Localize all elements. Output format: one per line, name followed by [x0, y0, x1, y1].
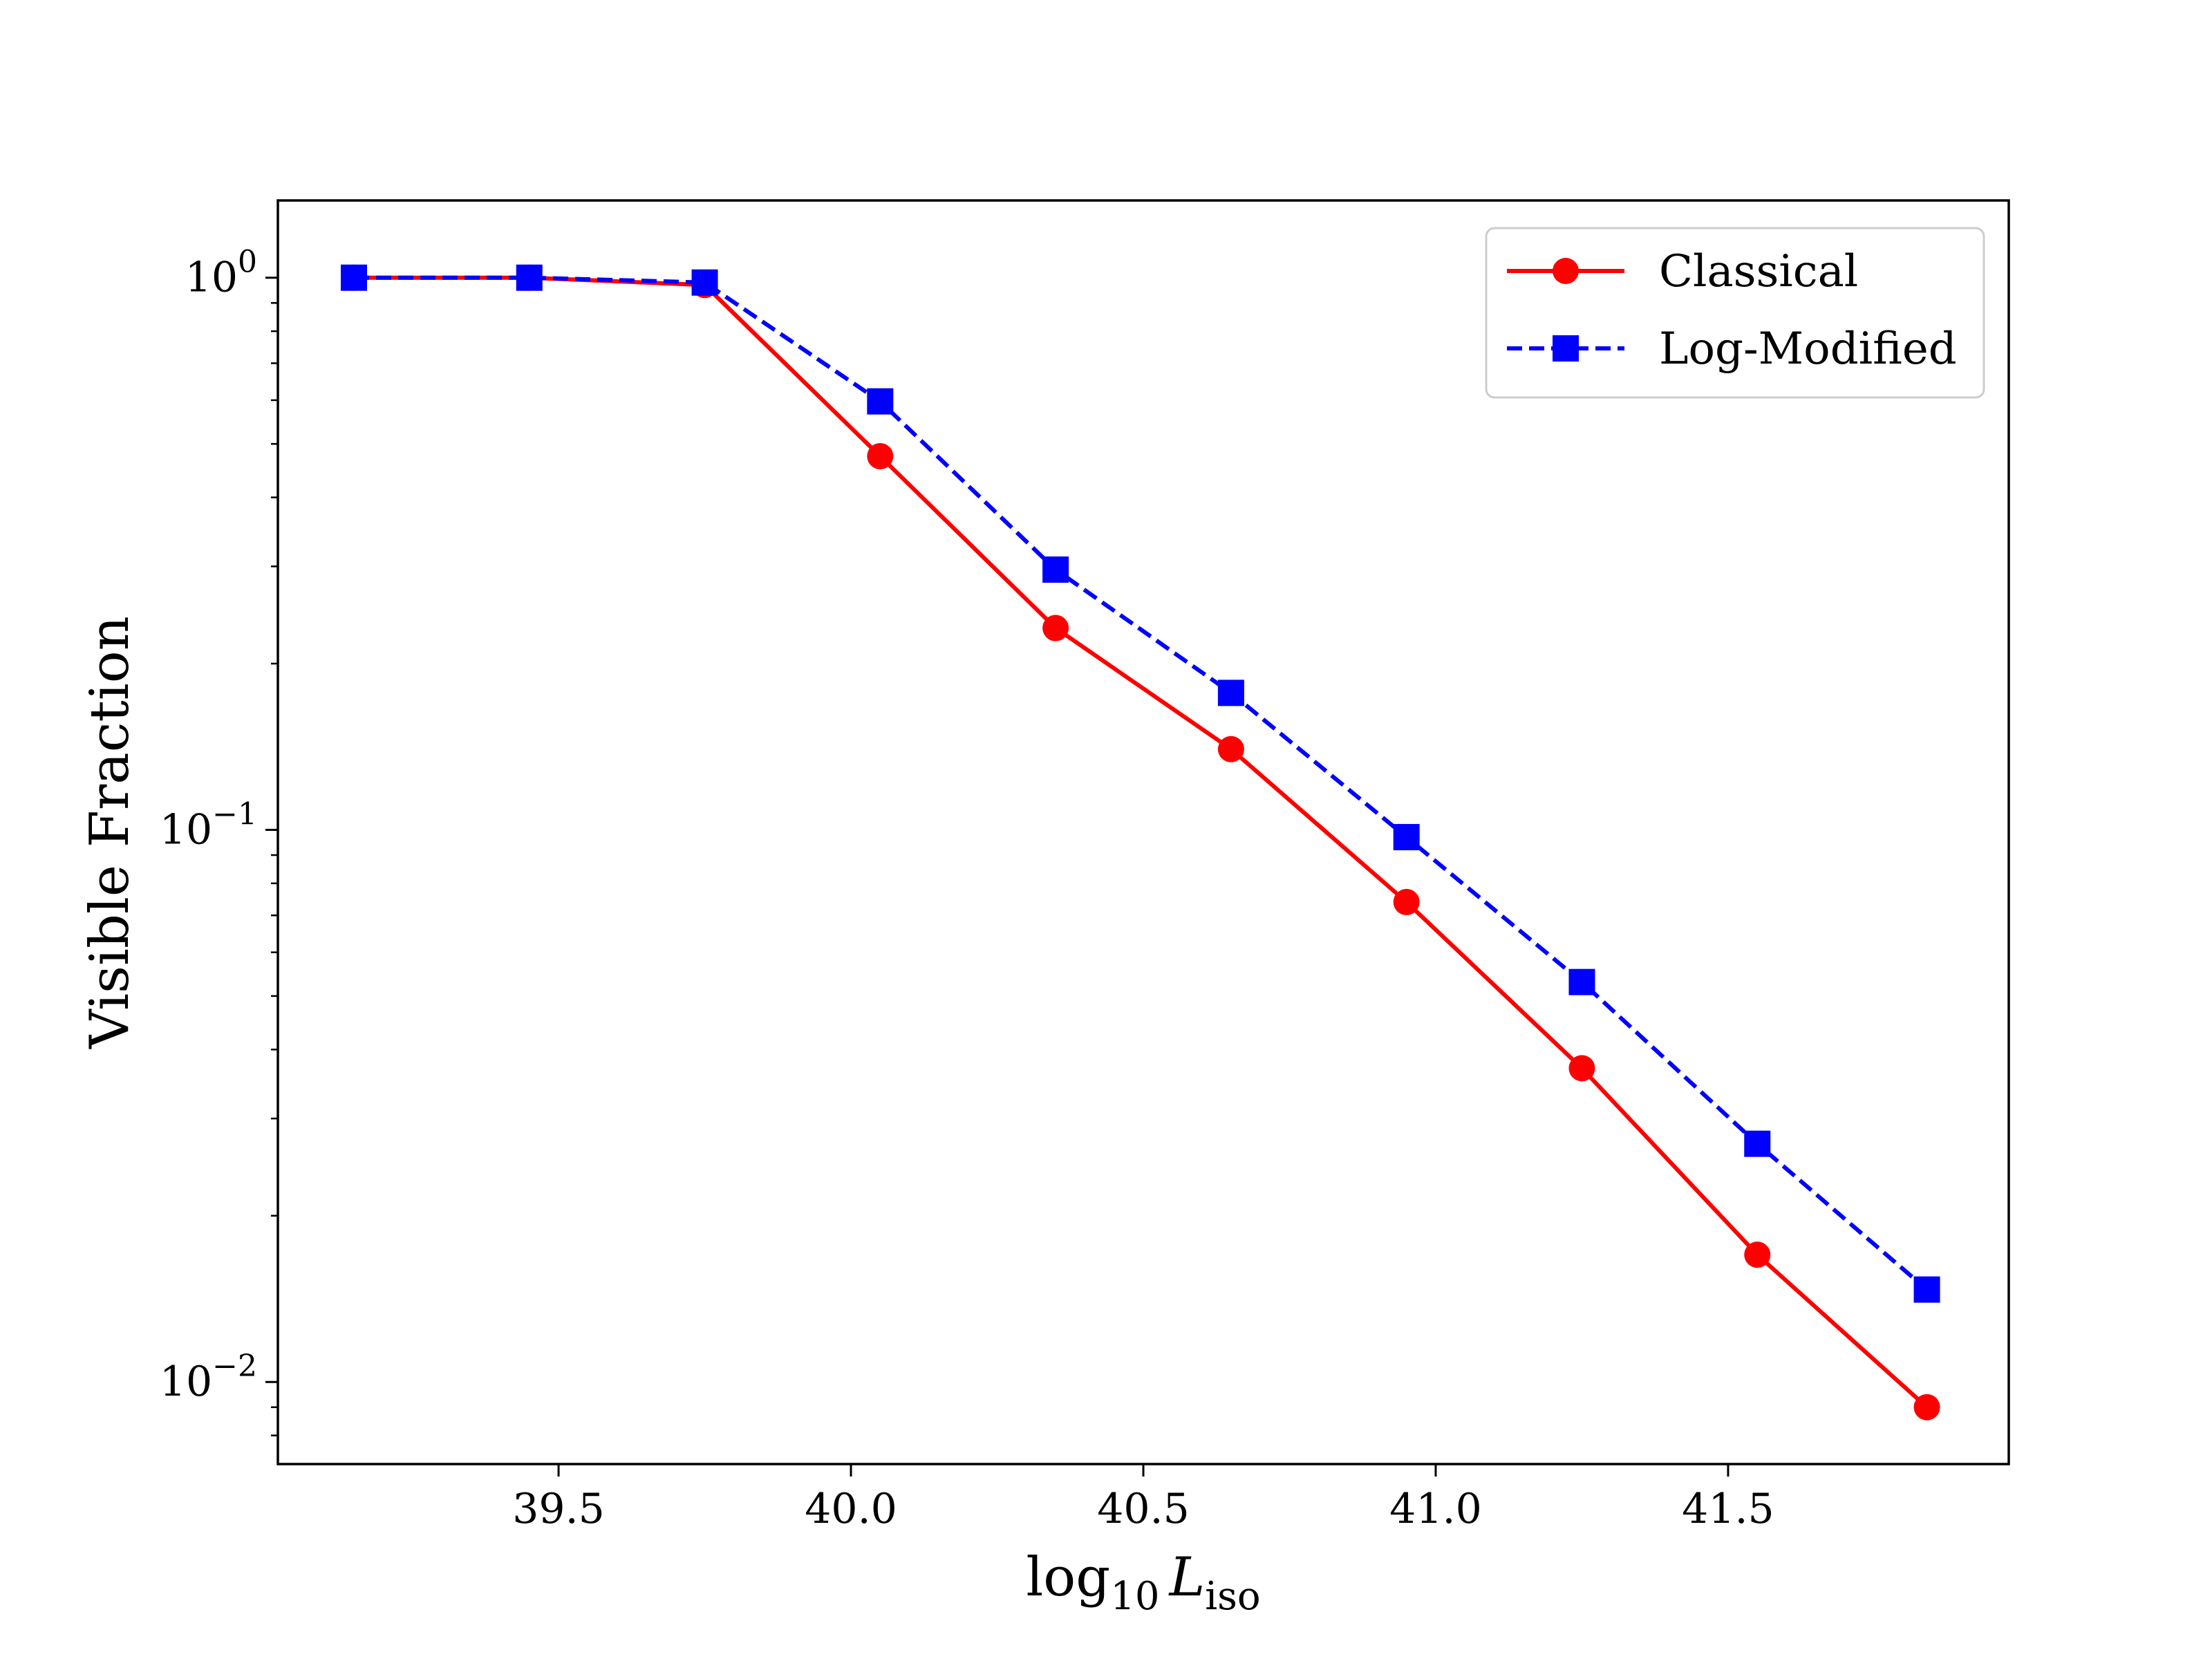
y-tick-base: 10	[160, 1358, 212, 1406]
legend-marker-1	[1553, 258, 1579, 284]
series-2-point	[1568, 968, 1595, 995]
y-axis-label: Visible Fraction	[79, 616, 141, 1049]
series-2-point	[1913, 1276, 1940, 1303]
y-tick-exponent: −2	[212, 1349, 257, 1384]
series-1-point	[1217, 735, 1244, 762]
series-2-point	[691, 269, 718, 296]
series-1-point	[1393, 888, 1420, 915]
y-tick-base: 10	[160, 805, 212, 854]
series-1-point	[867, 442, 894, 469]
series-2-point	[516, 264, 543, 291]
y-tick-label: 100	[185, 245, 257, 302]
x-label-var: L	[1168, 1546, 1205, 1609]
x-label-sub-10: 10	[1110, 1574, 1159, 1619]
series-1-point	[1042, 615, 1069, 641]
x-label-sub-iso: iso	[1205, 1574, 1260, 1619]
series-1-point	[1568, 1055, 1595, 1082]
series-1-point	[1913, 1394, 1940, 1421]
x-tick-label: 39.5	[512, 1485, 605, 1533]
legend-label-2: Log-Modified	[1659, 324, 1957, 375]
legend-marker-2	[1553, 335, 1579, 362]
plot-area	[340, 264, 1940, 1421]
x-tick-label: 41.0	[1389, 1485, 1482, 1533]
x-tick-label: 41.5	[1682, 1485, 1774, 1533]
legend-label-1: Classical	[1659, 246, 1858, 297]
series-line-1	[354, 275, 1929, 1409]
x-label-log: log	[1026, 1546, 1110, 1609]
y-tick-exponent: 0	[238, 245, 257, 280]
x-tick-label: 40.0	[805, 1485, 897, 1533]
series-2-point	[340, 264, 367, 291]
y-tick-label: 10−2	[160, 1349, 257, 1406]
series-2-point	[867, 388, 894, 415]
legend: Classical Log-Modified	[1485, 227, 1985, 399]
x-axis-label: log10 Liso	[1026, 1546, 1260, 1619]
series-2-point	[1744, 1130, 1771, 1157]
series-2-point	[1393, 824, 1420, 851]
y-tick-exponent: −1	[212, 796, 257, 832]
y-tick-label: 10−1	[160, 796, 257, 854]
series-line-2	[354, 275, 1929, 1291]
series-2-point	[1217, 679, 1244, 706]
series-1-point	[1744, 1241, 1771, 1268]
x-tick-label: 40.5	[1097, 1485, 1190, 1533]
y-tick-base: 10	[185, 254, 238, 302]
series-2-point	[1042, 556, 1069, 583]
